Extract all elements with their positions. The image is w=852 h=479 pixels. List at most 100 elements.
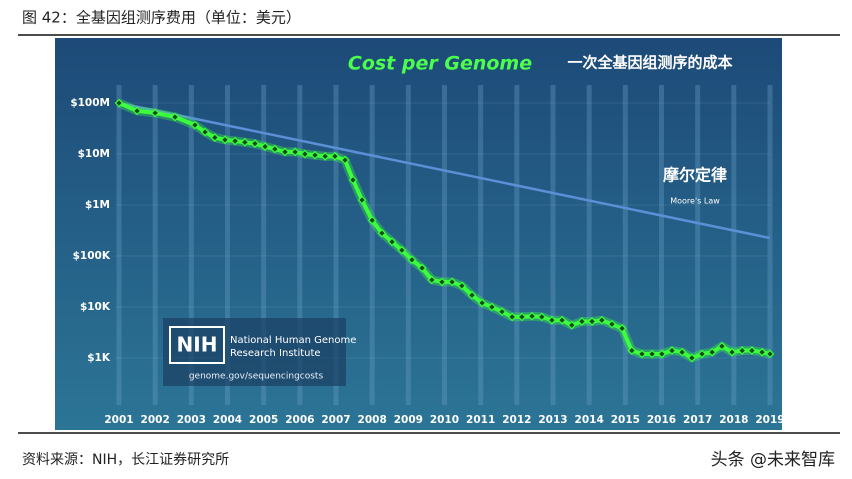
- logo-url: genome.gov/sequencingcosts: [189, 372, 324, 382]
- point: [567, 320, 577, 330]
- x-tick-label: 2015: [611, 414, 640, 426]
- x-tick-label: 2011: [466, 414, 495, 426]
- point: [320, 151, 330, 161]
- x-tick-label: 2016: [647, 414, 676, 426]
- point: [597, 315, 607, 325]
- point: [697, 349, 707, 359]
- point: [765, 349, 775, 359]
- logo-mark: NIH: [177, 333, 218, 357]
- x-tick-label: 2017: [683, 414, 712, 426]
- point: [607, 319, 617, 329]
- point: [170, 112, 180, 122]
- point: [290, 147, 300, 157]
- point: [677, 347, 687, 357]
- point: [527, 311, 537, 321]
- point: [357, 195, 367, 205]
- point: [132, 106, 142, 116]
- x-tick-label: 2005: [249, 414, 278, 426]
- x-tick-label: 2008: [358, 414, 387, 426]
- y-tick-label: $10M: [78, 148, 110, 160]
- x-tick-label: 2018: [719, 414, 748, 426]
- point: [220, 135, 230, 145]
- point: [340, 155, 350, 165]
- x-tick-label: 2003: [177, 414, 206, 426]
- x-tick-label: 2009: [394, 414, 423, 426]
- chart-title: Cost per Genome: [348, 53, 532, 75]
- point: [200, 127, 210, 137]
- point: [497, 307, 507, 317]
- point: [280, 147, 290, 157]
- point: [427, 275, 437, 285]
- point: [348, 175, 358, 185]
- x-tick-label: 2002: [141, 414, 170, 426]
- point: [577, 317, 587, 326]
- point: [240, 137, 250, 147]
- source: 资料来源：NIH，长江证券研究所: [22, 452, 229, 468]
- x-tick-label: 2004: [213, 414, 242, 426]
- point: [727, 347, 737, 357]
- point: [687, 353, 697, 363]
- watermark: 头条 @未来智库: [711, 450, 835, 470]
- figure-title: 图 42：全基因组测序费用（单位：美元）: [22, 9, 301, 27]
- x-tick-label: 2006: [285, 414, 314, 426]
- point: [300, 149, 310, 159]
- y-tick-label: $1K: [87, 352, 111, 364]
- point: [717, 341, 727, 351]
- point: [150, 108, 160, 118]
- point: [114, 98, 124, 108]
- point: [667, 346, 677, 355]
- annotation: 摩尔定律: [663, 166, 727, 185]
- point: [437, 277, 447, 287]
- point: [330, 151, 340, 161]
- point: [210, 133, 220, 142]
- x-tick-label: 2014: [575, 414, 604, 426]
- point: [517, 312, 527, 322]
- series-line: [118, 101, 771, 240]
- y-tick-label: $10K: [80, 301, 111, 313]
- point: [627, 346, 637, 355]
- x-tick-label: 2007: [321, 414, 350, 426]
- point: [477, 298, 487, 308]
- point: [647, 349, 657, 359]
- y-tick-label: $1M: [85, 199, 110, 211]
- point: [250, 139, 260, 148]
- x-tick-label: 2001: [104, 414, 133, 426]
- point: [487, 302, 497, 312]
- x-tick-label: 2010: [430, 414, 459, 426]
- point: [377, 228, 387, 238]
- point: [537, 312, 547, 322]
- logo-line: Research Institute: [230, 348, 321, 359]
- point: [707, 347, 717, 357]
- point: [557, 315, 567, 325]
- y-tick-label: $100K: [73, 250, 111, 262]
- plot: 2001 2002 2003 2004 2005 2006 2007 2008 2009 2010…: [70, 85, 785, 426]
- point: [587, 317, 597, 326]
- point: [367, 216, 377, 225]
- series-label: Moore's Law: [670, 197, 720, 206]
- point: [657, 349, 667, 359]
- point: [447, 277, 457, 287]
- logo-box: [163, 318, 346, 386]
- point: [757, 347, 767, 357]
- point: [467, 290, 477, 300]
- logo-line: National Human Genome: [230, 335, 356, 346]
- point: [747, 346, 757, 355]
- point: [190, 120, 200, 130]
- point: [407, 255, 417, 265]
- point: [457, 281, 467, 291]
- x-tick-label: 2013: [538, 414, 567, 426]
- chart-subtitle: 一次全基因组测序的成本: [567, 54, 732, 72]
- point: [547, 315, 557, 325]
- x-tick-label: 2012: [502, 414, 531, 426]
- point: [230, 136, 240, 146]
- point: [260, 142, 270, 151]
- point: [617, 324, 627, 333]
- point: [507, 312, 517, 322]
- x-tick-label: 2019: [755, 414, 784, 426]
- point: [270, 144, 280, 154]
- point: [397, 245, 407, 255]
- point: [637, 349, 647, 359]
- point: [737, 346, 747, 355]
- logo-frame: [169, 326, 225, 364]
